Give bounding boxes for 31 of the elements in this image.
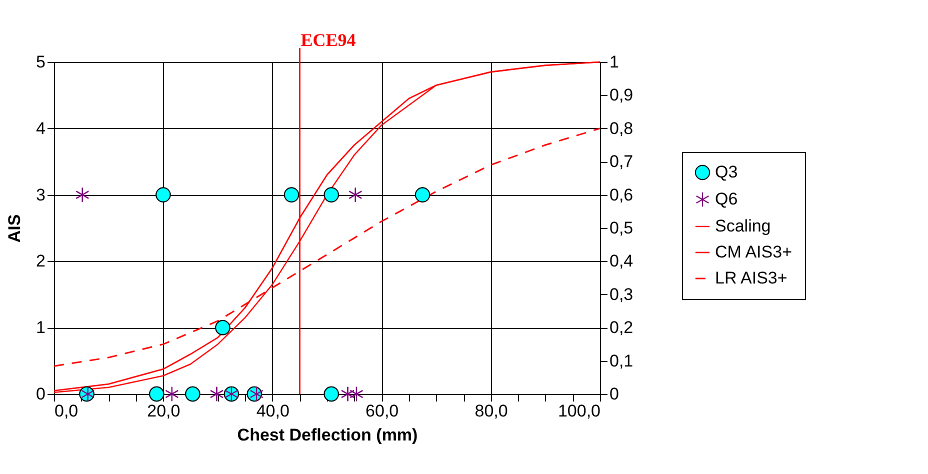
y2-tick-label: 0,7 <box>610 152 634 172</box>
legend-label: Scaling <box>715 216 771 236</box>
y-tick-label: 2 <box>36 252 46 271</box>
x-tick-label: 40,0 <box>256 402 290 420</box>
legend-label: CM AIS3+ <box>715 242 792 262</box>
y2-tick-label: 0,5 <box>610 218 634 238</box>
y2-tick-label: 0 <box>610 384 619 404</box>
y-axis-title: AIS <box>5 214 24 243</box>
y2-tick-label: 0,1 <box>610 351 634 370</box>
y2-tick-label: 0,4 <box>610 252 634 271</box>
y2-tick-label: 0,8 <box>610 118 634 138</box>
y-tick-label: 3 <box>36 185 46 204</box>
y2-tick-label: 0,3 <box>610 284 634 304</box>
y2-tick-label: 0,9 <box>610 86 634 105</box>
y2-tick-label: 0,2 <box>610 318 634 338</box>
legend-label: Q6 <box>715 190 738 208</box>
x-tick-label: 60,0 <box>366 402 399 420</box>
y2-tick-label: 1 <box>610 52 619 72</box>
ref-line-label: ECE94 <box>300 30 356 50</box>
x-tick-label: 80,0 <box>474 402 508 420</box>
y-tick-label: 0 <box>36 384 46 404</box>
y-tick-label: 5 <box>36 52 46 72</box>
legend-label: LR AIS3+ <box>715 268 788 288</box>
x-axis-title: Chest Deflection (mm) <box>237 426 418 444</box>
legend-label: Q3 <box>715 162 738 182</box>
x-tick-label: 0,0 <box>54 402 78 420</box>
x-tick-label: 20,0 <box>147 402 180 420</box>
y-tick-label: 4 <box>36 118 46 138</box>
y2-tick-label: 0,6 <box>610 185 634 204</box>
y-tick-label: 1 <box>36 318 46 338</box>
x-tick-label: 100,0 <box>558 402 600 420</box>
